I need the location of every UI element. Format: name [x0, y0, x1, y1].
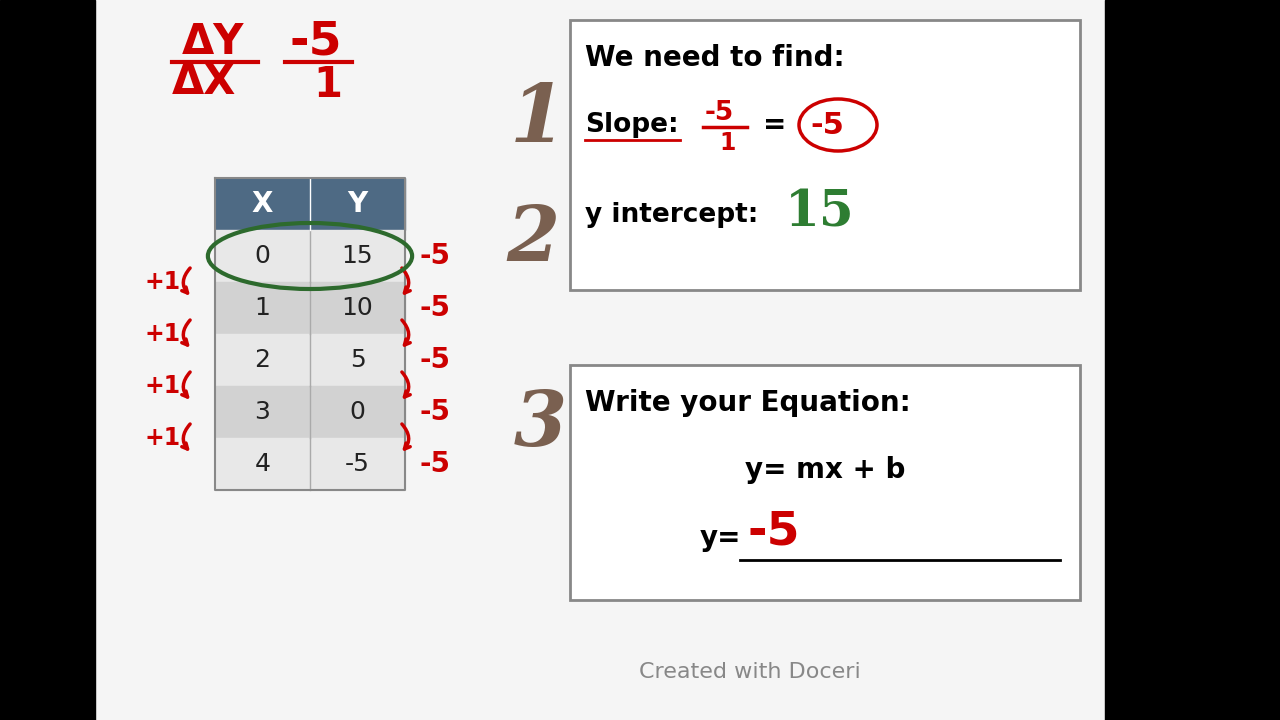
Text: +1: +1 — [145, 270, 180, 294]
Text: 1: 1 — [719, 131, 736, 155]
Text: Y: Y — [347, 190, 367, 218]
Text: -5: -5 — [810, 110, 844, 140]
Text: 1: 1 — [509, 81, 566, 158]
Text: 2: 2 — [507, 203, 559, 277]
Text: y intercept:: y intercept: — [585, 202, 758, 228]
Text: Created with Doceri: Created with Doceri — [639, 662, 861, 682]
Text: Slope:: Slope: — [585, 112, 678, 138]
Text: -5: -5 — [420, 242, 451, 270]
Bar — [215, 230, 404, 282]
Text: 3: 3 — [255, 400, 270, 424]
Text: -5: -5 — [748, 510, 800, 554]
Text: +1: +1 — [145, 426, 180, 450]
Text: -5: -5 — [291, 19, 343, 65]
Bar — [215, 178, 404, 230]
Bar — [215, 386, 404, 438]
Text: +1: +1 — [145, 374, 180, 398]
Bar — [0, 0, 95, 720]
Text: 0: 0 — [255, 244, 270, 268]
Text: +1: +1 — [145, 322, 180, 346]
Bar — [1105, 0, 1280, 720]
Text: =: = — [763, 111, 786, 139]
Text: Write your Equation:: Write your Equation: — [585, 389, 911, 417]
Text: -5: -5 — [420, 346, 451, 374]
Text: We need to find:: We need to find: — [585, 44, 845, 72]
Text: -5: -5 — [420, 294, 451, 322]
Text: 10: 10 — [342, 296, 374, 320]
Text: y= mx + b: y= mx + b — [745, 456, 905, 484]
Bar — [215, 438, 404, 490]
Text: y=: y= — [700, 524, 741, 552]
Text: 4: 4 — [255, 452, 270, 476]
Bar — [215, 282, 404, 334]
Text: -5: -5 — [705, 100, 735, 126]
Text: 2: 2 — [255, 348, 270, 372]
Text: X: X — [252, 190, 273, 218]
Text: 3: 3 — [513, 388, 567, 462]
Text: 1: 1 — [314, 64, 342, 106]
Text: 1: 1 — [255, 296, 270, 320]
Bar — [570, 365, 1080, 600]
Bar — [570, 20, 1080, 290]
Text: 15: 15 — [785, 189, 855, 238]
Text: -5: -5 — [420, 398, 451, 426]
Text: ΔX: ΔX — [172, 61, 237, 103]
Bar — [215, 334, 404, 386]
Text: -5: -5 — [346, 452, 370, 476]
Text: 15: 15 — [342, 244, 374, 268]
Text: 5: 5 — [349, 348, 365, 372]
Text: -5: -5 — [420, 450, 451, 478]
Text: ΔY: ΔY — [182, 21, 244, 63]
Text: 0: 0 — [349, 400, 365, 424]
